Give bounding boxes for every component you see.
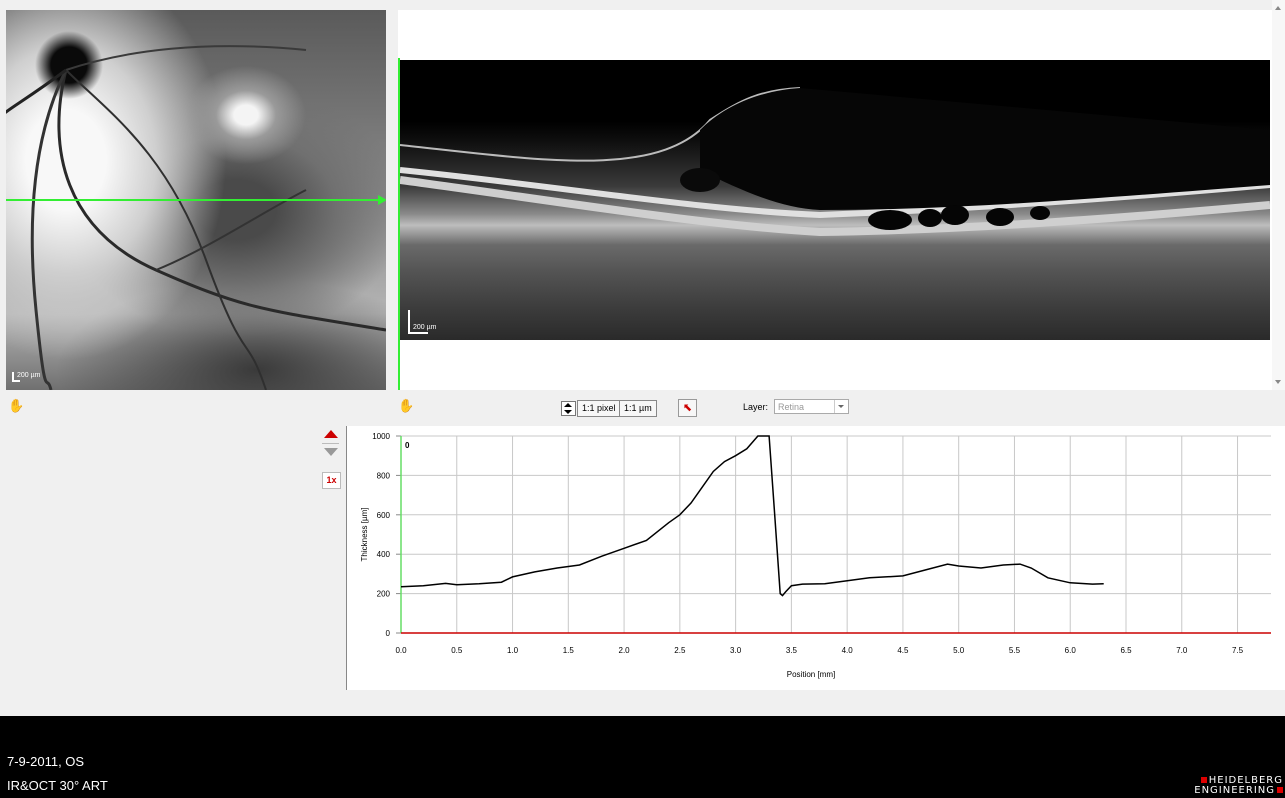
layer-label: Layer: [743,402,769,412]
layer-select-value: Retina [778,402,805,412]
zoom-divider [322,443,339,444]
x-tick-label: 2.5 [674,646,686,655]
zoom-in-arrow-icon[interactable] [322,428,339,441]
oct-position-marker[interactable] [398,58,400,390]
layer-select[interactable]: Retina [774,399,849,414]
fundus-image[interactable]: 200 µm [6,10,386,390]
fundus-scale-label: 200 µm [17,372,41,379]
chevron-down-icon[interactable] [834,400,848,413]
oct-bscan-image[interactable]: 200 µm [400,60,1270,340]
x-tick-label: 3.5 [786,646,798,655]
exam-mode: IR&OCT 30° ART [7,778,108,793]
thickness-profile-chart[interactable]: 0.0 0.5 1.0 1.5 2.0 2.5 3.0 3.5 4.0 4.5 5.0 5.5 6.0 6… [346,426,1285,690]
x-tick-label: 0.5 [451,646,463,655]
exam-date-eye: 7-9-2011, OS [7,754,85,769]
brand-logo: HEIDELBERG ENGINEERING [1194,776,1283,796]
y-tick-label: 1000 [372,432,390,441]
fundus-vessels [6,45,386,390]
x-tick-label: 7.5 [1232,646,1244,655]
scan-line[interactable] [6,199,378,201]
chart-annotation: 0 [405,441,410,450]
x-axis-label: Position [mm] [787,670,835,679]
one-to-one-pixel-button[interactable]: 1:1 pixel [577,400,621,417]
fundus-scale-bar: 200 µm [12,368,62,382]
zoom-out-arrow-icon[interactable] [322,446,339,459]
x-tick-label: 4.0 [842,646,854,655]
x-tick-label: 2.0 [619,646,631,655]
hand-pan-icon[interactable]: ✋ [8,398,25,413]
scroll-down-icon[interactable] [1275,380,1281,384]
x-tick-label: 3.0 [730,646,742,655]
scan-direction-arrow [378,195,386,205]
x-tick-label: 7.0 [1176,646,1188,655]
y-tick-label: 400 [377,550,391,559]
y-tick-label: 200 [377,590,391,599]
brand-line2: ENGINEERING [1194,785,1275,796]
oct-panel: 200 µm [398,10,1272,390]
zoom-level-indicator[interactable]: 1x [322,472,341,489]
vertical-scrollbar[interactable] [1272,0,1285,390]
brand-line1: HEIDELBERG [1208,775,1283,786]
thickness-chart-svg: 0.0 0.5 1.0 1.5 2.0 2.5 3.0 3.5 4.0 4.5 5.0 5.5 6.0 6… [360,432,1271,679]
fit-height-button[interactable] [561,401,576,416]
thickness-series-line [400,435,1104,597]
x-tick-label: 5.5 [1009,646,1021,655]
cursor-tool-button[interactable]: ⬉ [678,399,697,417]
y-tick-label: 0 [386,629,391,638]
status-footer: 7-9-2011, OS IR&OCT 30° ART HEIDELBERG E… [0,716,1285,798]
oct-scale-label: 200 µm [413,324,437,331]
x-tick-label: 6.5 [1120,646,1132,655]
scroll-up-icon[interactable] [1275,6,1281,10]
x-tick-label: 5.0 [953,646,965,655]
y-tick-label: 600 [377,511,391,520]
x-tick-label: 4.5 [897,646,909,655]
cursor-arrow-icon: ⬉ [682,402,693,414]
x-tick-label: 6.0 [1065,646,1077,655]
x-tick-label: 1.0 [507,646,519,655]
hand-pan-icon[interactable]: ✋ [398,398,415,413]
oct-retina-layers [400,87,1270,237]
x-tick-label: 1.5 [563,646,575,655]
y-tick-label: 800 [377,471,391,480]
y-axis-label: Thickness [µm] [360,508,369,562]
oct-scale-bar: 200 µm [408,308,458,334]
one-to-one-um-button[interactable]: 1:1 µm [619,400,657,417]
x-tick-label: 0.0 [395,646,407,655]
